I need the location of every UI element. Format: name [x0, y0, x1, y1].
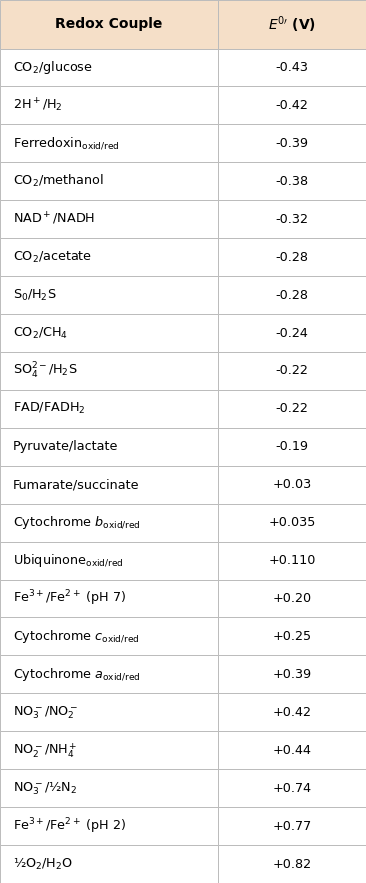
Bar	[0, 807, 218, 845]
Bar	[218, 503, 366, 541]
Bar	[0, 845, 218, 883]
Text: $\mathit{E}^{0\prime}$ (V): $\mathit{E}^{0\prime}$ (V)	[268, 14, 316, 34]
Bar	[218, 390, 366, 428]
Text: -0.39: -0.39	[275, 137, 309, 150]
Bar	[0, 238, 218, 276]
Text: -0.22: -0.22	[276, 365, 308, 377]
Text: -0.24: -0.24	[276, 327, 308, 340]
Bar	[0, 579, 218, 617]
Text: +0.110: +0.110	[268, 555, 315, 567]
Text: CO$_2$/acetate: CO$_2$/acetate	[13, 250, 92, 265]
Bar	[218, 162, 366, 200]
Text: +0.82: +0.82	[272, 857, 311, 871]
Bar	[0, 465, 218, 503]
Text: NO$_2^-$/NH$_4^+$: NO$_2^-$/NH$_4^+$	[13, 741, 77, 759]
Text: SO$_4^{2-}$/H$_2$S: SO$_4^{2-}$/H$_2$S	[13, 361, 77, 381]
Text: +0.42: +0.42	[272, 706, 311, 719]
Bar	[0, 200, 218, 238]
Bar	[0, 503, 218, 541]
Bar	[218, 428, 366, 466]
Text: -0.22: -0.22	[276, 403, 308, 415]
Text: NO$_3^-$/½N$_2$: NO$_3^-$/½N$_2$	[13, 780, 76, 797]
Bar	[218, 693, 366, 731]
Text: -0.43: -0.43	[275, 61, 309, 74]
Bar	[218, 49, 366, 87]
Text: +0.77: +0.77	[272, 819, 311, 833]
Text: -0.28: -0.28	[275, 289, 309, 302]
Bar	[0, 769, 218, 807]
Bar	[0, 693, 218, 731]
Text: -0.42: -0.42	[276, 99, 308, 112]
Text: CO$_2$/glucose: CO$_2$/glucose	[13, 59, 93, 76]
Text: ½O$_2$/H$_2$O: ½O$_2$/H$_2$O	[13, 856, 72, 872]
Text: +0.74: +0.74	[272, 781, 311, 795]
Bar	[0, 428, 218, 466]
Text: Fumarate/succinate: Fumarate/succinate	[13, 479, 139, 491]
Bar	[218, 465, 366, 503]
Text: +0.03: +0.03	[272, 479, 311, 491]
Text: -0.28: -0.28	[275, 251, 309, 264]
Bar	[218, 617, 366, 655]
Bar	[218, 125, 366, 162]
Bar	[0, 0, 218, 49]
Text: NO$_3^-$/NO$_2^-$: NO$_3^-$/NO$_2^-$	[13, 704, 78, 721]
Text: Cytochrome $b_{\mathrm{oxid/red}}$: Cytochrome $b_{\mathrm{oxid/red}}$	[13, 515, 141, 531]
Bar	[0, 125, 218, 162]
Text: Pyruvate/lactate: Pyruvate/lactate	[13, 441, 118, 453]
Text: -0.19: -0.19	[275, 441, 309, 453]
Bar	[218, 655, 366, 693]
Text: CO$_2$/methanol: CO$_2$/methanol	[13, 173, 104, 189]
Bar	[0, 87, 218, 125]
Bar	[218, 541, 366, 579]
Text: Ubiquinone$_{\mathrm{oxid/red}}$: Ubiquinone$_{\mathrm{oxid/red}}$	[13, 553, 123, 569]
Text: -0.38: -0.38	[275, 175, 309, 188]
Bar	[218, 731, 366, 769]
Bar	[218, 807, 366, 845]
Text: Fe$^{3+}$/Fe$^{2+}$ (pH 2): Fe$^{3+}$/Fe$^{2+}$ (pH 2)	[13, 816, 126, 836]
Bar	[0, 314, 218, 352]
Bar	[0, 276, 218, 314]
Text: Fe$^{3+}$/Fe$^{2+}$ (pH 7): Fe$^{3+}$/Fe$^{2+}$ (pH 7)	[13, 589, 126, 608]
Text: Ferredoxin$_{\mathrm{oxid/red}}$: Ferredoxin$_{\mathrm{oxid/red}}$	[13, 135, 119, 151]
Text: +0.035: +0.035	[268, 517, 315, 529]
Bar	[0, 49, 218, 87]
Text: S$_0$/H$_2$S: S$_0$/H$_2$S	[13, 288, 56, 303]
Text: Cytochrome $c_{\mathrm{oxid/red}}$: Cytochrome $c_{\mathrm{oxid/red}}$	[13, 628, 139, 645]
Text: +0.39: +0.39	[272, 668, 311, 681]
Text: -0.32: -0.32	[275, 213, 309, 226]
Text: Cytochrome $a_{\mathrm{oxid/red}}$: Cytochrome $a_{\mathrm{oxid/red}}$	[13, 666, 140, 683]
Bar	[0, 162, 218, 200]
Bar	[218, 579, 366, 617]
Bar	[218, 200, 366, 238]
Text: +0.20: +0.20	[272, 592, 311, 605]
Bar	[218, 238, 366, 276]
Bar	[218, 87, 366, 125]
Bar	[218, 769, 366, 807]
Text: NAD$^+$/NADH: NAD$^+$/NADH	[13, 211, 95, 228]
Bar	[218, 0, 366, 49]
Bar	[218, 276, 366, 314]
Bar	[0, 390, 218, 428]
Bar	[0, 352, 218, 390]
Text: 2H$^+$/H$_2$: 2H$^+$/H$_2$	[13, 97, 63, 114]
Text: Redox Couple: Redox Couple	[55, 18, 163, 31]
Text: CO$_2$/CH$_4$: CO$_2$/CH$_4$	[13, 326, 68, 341]
Bar	[0, 541, 218, 579]
Bar	[218, 352, 366, 390]
Bar	[0, 617, 218, 655]
Text: +0.44: +0.44	[272, 743, 311, 757]
Bar	[218, 845, 366, 883]
Bar	[218, 314, 366, 352]
Bar	[0, 731, 218, 769]
Bar	[0, 655, 218, 693]
Text: +0.25: +0.25	[272, 630, 311, 643]
Text: FAD/FADH$_2$: FAD/FADH$_2$	[13, 402, 85, 417]
